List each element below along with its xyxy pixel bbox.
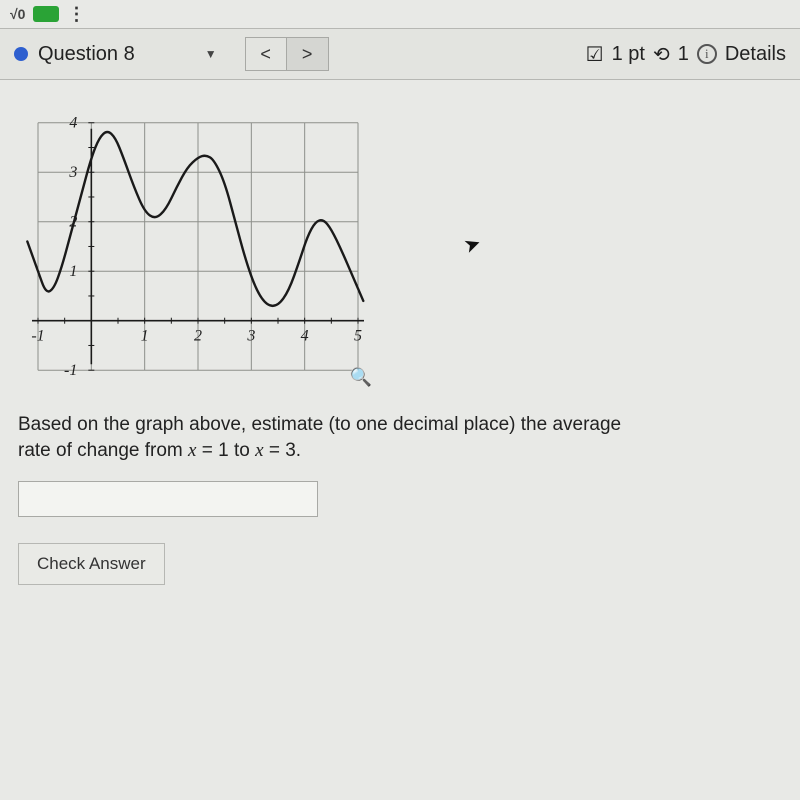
- question-title: Question 8: [38, 43, 135, 66]
- svg-text:-1: -1: [31, 328, 44, 345]
- sqrt-badge: √0: [10, 6, 25, 22]
- svg-text:-1: -1: [64, 362, 77, 379]
- green-status-badge: [33, 6, 59, 22]
- svg-text:1: 1: [69, 263, 77, 280]
- svg-text:1: 1: [141, 328, 149, 345]
- answer-input[interactable]: [18, 481, 318, 517]
- check-answer-button[interactable]: Check Answer: [18, 543, 165, 585]
- retries-label: 1: [678, 43, 689, 66]
- magnifier-icon[interactable]: 🔍: [350, 367, 372, 388]
- svg-text:3: 3: [68, 164, 77, 181]
- question-bar: Question 8 ▼ < > 1 pt 1 i Details: [0, 28, 800, 80]
- points-label: 1 pt: [612, 43, 645, 66]
- svg-text:5: 5: [354, 328, 362, 345]
- svg-text:4: 4: [301, 328, 309, 345]
- info-icon[interactable]: i: [697, 44, 717, 64]
- next-question-button[interactable]: >: [287, 37, 329, 71]
- function-graph: -112345-12341: [18, 94, 378, 394]
- retry-icon: [653, 42, 670, 67]
- graph-container: -112345-12341 🔍: [18, 94, 378, 394]
- prev-question-button[interactable]: <: [245, 37, 287, 71]
- dropdown-caret-icon[interactable]: ▼: [205, 47, 217, 61]
- question-status-dot: [14, 47, 28, 61]
- kebab-menu-icon[interactable]: ⋮: [67, 4, 83, 25]
- details-label[interactable]: Details: [725, 43, 786, 66]
- svg-text:2: 2: [194, 328, 202, 345]
- check-icon: [586, 42, 604, 67]
- svg-text:4: 4: [69, 115, 77, 132]
- svg-text:3: 3: [246, 328, 255, 345]
- question-prompt: Based on the graph above, estimate (to o…: [18, 412, 738, 463]
